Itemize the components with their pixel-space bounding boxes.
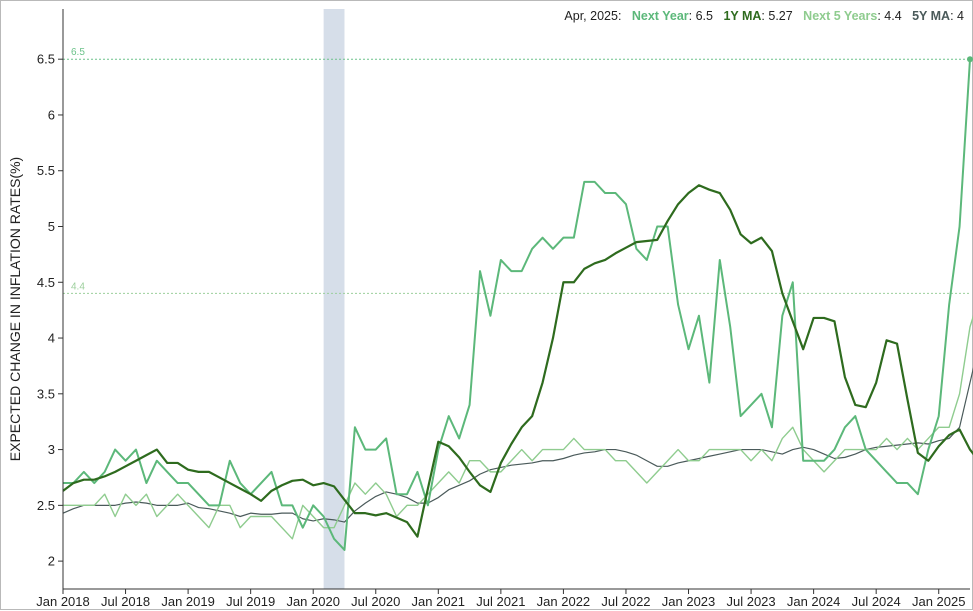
x-tick-label: Jan 2024 [787,594,841,609]
x-tick-label: Jan 2022 [537,594,591,609]
x-tick-label: Jan 2021 [412,594,466,609]
x-tick-label: Jan 2025 [912,594,966,609]
y-tick-label: 2 [48,554,55,569]
x-tick-label: Jan 2020 [286,594,340,609]
x-tick-label: Jan 2019 [161,594,215,609]
y-tick-label: 4.5 [37,275,55,290]
y-axis-title: EXPECTED CHANGE IN INFLATION RATES(%) [7,157,23,461]
x-tick-label: Jul 2024 [852,594,901,609]
legend-date: Apr, 2025: [564,9,622,23]
x-tick-label: Jan 2023 [662,594,716,609]
end-marker-0 [967,56,973,63]
legend-1y-ma-name: 1Y MA [723,9,762,23]
y-tick-label: 6 [48,107,55,122]
series-end-markers [967,56,973,63]
x-tick-label: Jul 2020 [351,594,400,609]
x-tick-label: Jul 2019 [226,594,275,609]
y-axis-ticks: 2 2.5 3 3.5 4 4.5 5 5.5 6 6.5 [37,52,63,569]
series-line-next-5-years [63,314,973,540]
y-tick-label: 3.5 [37,386,55,401]
x-tick-label: Jul 2022 [601,594,650,609]
legend-1y-ma-value: 5.27 [768,9,793,23]
legend-5y-ma-name: 5Y MA [912,9,951,23]
series-line-5y-ma [62,367,973,523]
y-tick-label: 4 [48,331,55,346]
legend-next-year-name: Next Year [631,9,689,23]
y-tick-label: 3 [48,442,55,457]
legend-next-5-years-name: Next 5 Years [803,9,878,23]
x-tick-label: Jul 2018 [101,594,150,609]
series-line-1y-ma [62,184,973,538]
series-lines [62,59,973,551]
reference-lines: 6.5 4.4 [63,47,970,294]
legend: Apr, 2025: Next Year: 6.5 1Y MA: 5.27 Ne… [564,9,964,23]
y-tick-label: 2.5 [37,498,55,513]
x-axis-ticks: Jan 2018 Jul 2018 Jan 2019 Jul 2019 Jan 2020… [36,589,965,609]
x-tick-label: Jul 2021 [476,594,525,609]
legend-next-5-years-value: 4.4 [884,9,902,23]
y-tick-label: 5.5 [37,163,55,178]
y-tick-label: 6.5 [37,52,55,67]
y-tick-label: 5 [48,219,55,234]
reference-line-label-1: 4.4 [71,281,85,292]
series-line-next-year [63,59,971,551]
reference-line-label-0: 6.5 [71,47,85,58]
legend-5y-ma-value: 4 [957,9,964,23]
x-tick-label: Jan 2018 [36,594,90,609]
recession-band [323,9,345,589]
legend-next-year-value: 6.5 [695,9,713,23]
x-tick-label: Jul 2023 [726,594,775,609]
